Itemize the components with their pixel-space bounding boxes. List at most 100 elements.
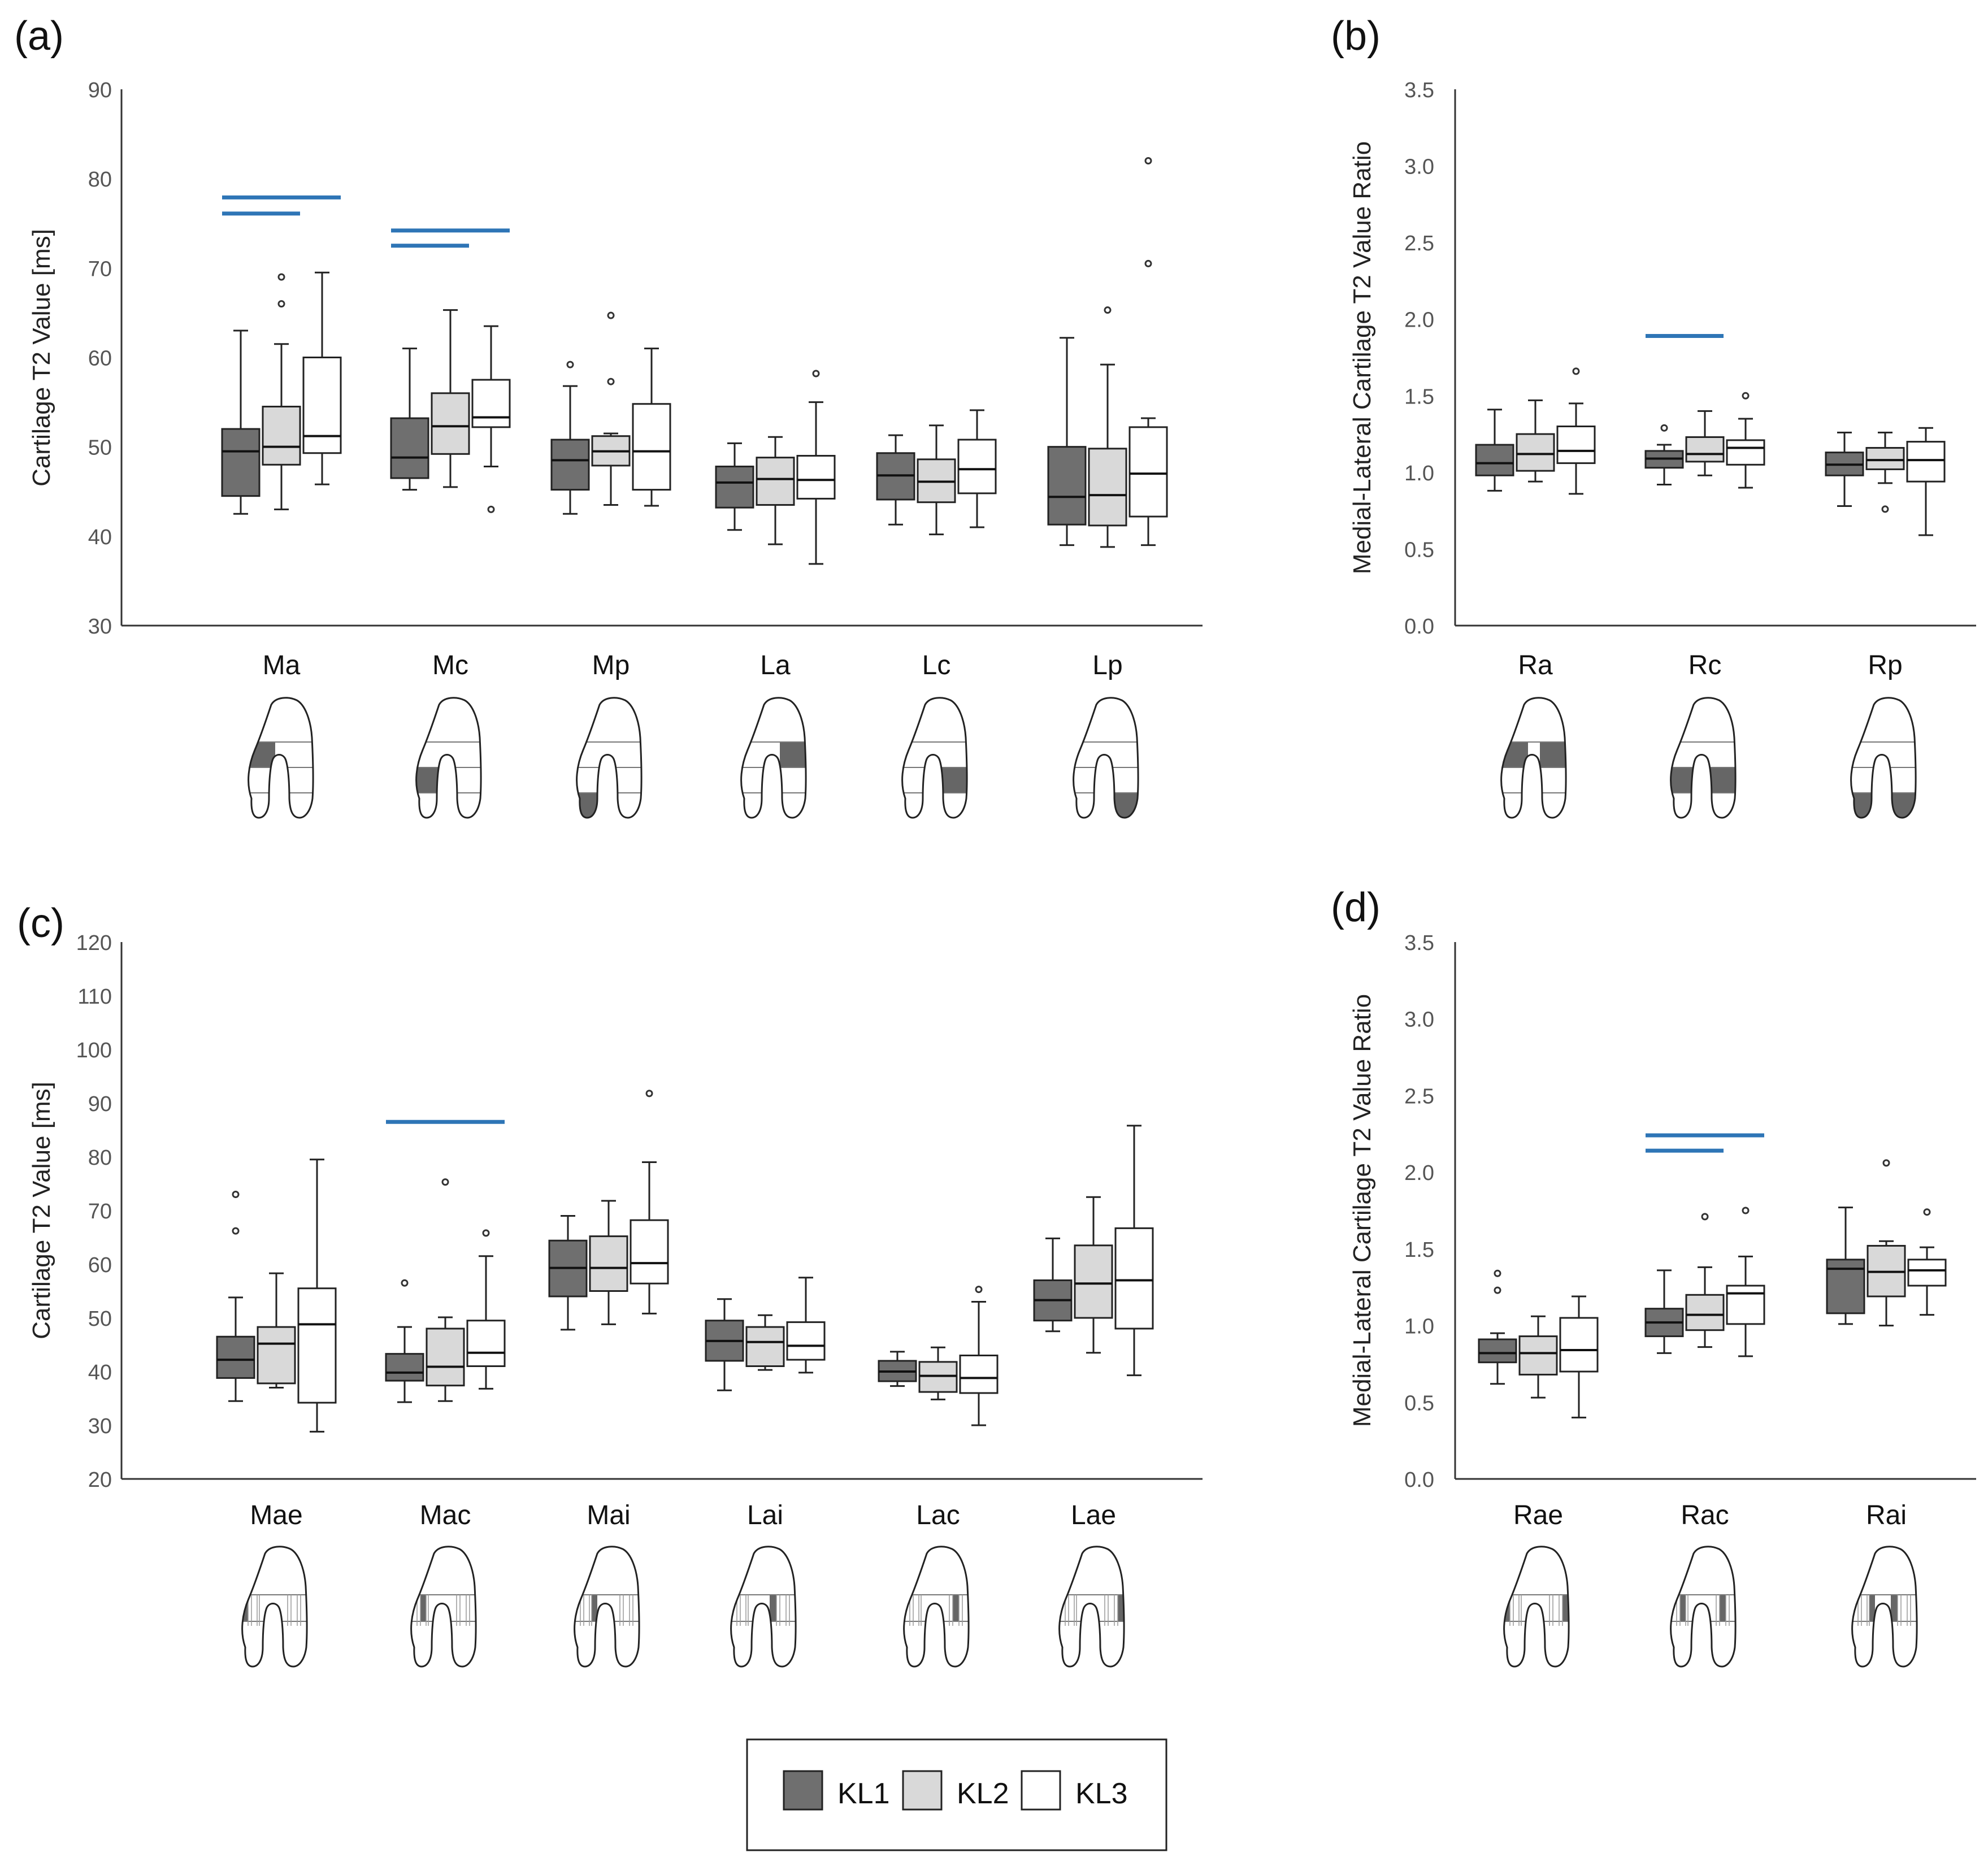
y-tick-label: 2.5 bbox=[1404, 232, 1434, 255]
box-Rae-kl2 bbox=[1518, 1315, 1558, 1399]
category-label: Mae bbox=[250, 1500, 302, 1530]
box-Rae-kl3 bbox=[1559, 1295, 1599, 1418]
outlier-point bbox=[401, 1279, 409, 1287]
box-Rae-kl1 bbox=[1478, 1269, 1517, 1385]
y-tick-label: 0.0 bbox=[1404, 1468, 1434, 1492]
outlier-point bbox=[441, 1178, 449, 1186]
knee-region-group bbox=[249, 741, 314, 793]
box-iqr bbox=[1685, 436, 1725, 463]
box-iqr bbox=[390, 417, 429, 479]
box-La-kl2 bbox=[756, 436, 795, 545]
box-Lp-kl3 bbox=[1128, 157, 1168, 546]
outlier-point bbox=[1104, 306, 1112, 314]
knee-diagram-2-1 bbox=[1500, 697, 1567, 819]
panel-label-c: (c) bbox=[17, 901, 64, 946]
outlier-point bbox=[232, 1227, 240, 1235]
box-Rai-kl3 bbox=[1907, 1208, 1947, 1316]
y-tick-label: 3.0 bbox=[1404, 1008, 1434, 1032]
knee-region-group bbox=[1501, 741, 1566, 793]
box-Mc-kl2 bbox=[431, 309, 470, 488]
knee-highlight-region bbox=[770, 1595, 776, 1621]
box-Rp-kl1 bbox=[1825, 431, 1864, 507]
knee-diagram-2-2 bbox=[1670, 697, 1737, 819]
outlier-point bbox=[1494, 1269, 1501, 1277]
knee-diagram-1-4 bbox=[740, 697, 807, 819]
chart-panel-1: 30 40 50 60 70 80 90 Cartilage T2 Value [ms] Ma M… bbox=[28, 79, 1203, 680]
box-Rai-kl2 bbox=[1867, 1159, 1906, 1327]
y-axis-label: Cartilage T2 Value [ms] bbox=[28, 1082, 55, 1339]
box-Mp-kl3 bbox=[632, 348, 671, 507]
chart-panel-2: 0.0 0.5 1.0 1.5 2.0 2.5 3.0 3.5 Medial-Lateral C… bbox=[1348, 79, 1976, 680]
knee-region-group bbox=[242, 1594, 307, 1626]
box-Mai-kl3 bbox=[630, 1090, 669, 1314]
y-tick-label: 60 bbox=[88, 1253, 112, 1277]
knee-region-group bbox=[577, 741, 642, 818]
y-tick-label: 30 bbox=[88, 615, 112, 639]
box-Mac-kl3 bbox=[466, 1229, 506, 1390]
box-Ma-kl3 bbox=[302, 271, 342, 485]
category-label: Lai bbox=[747, 1500, 783, 1530]
y-tick-label: 3.5 bbox=[1404, 79, 1434, 102]
box-iqr bbox=[630, 1219, 669, 1285]
outlier-point bbox=[607, 311, 615, 319]
box-Rc-kl3 bbox=[1726, 392, 1765, 489]
box-iqr bbox=[216, 1335, 255, 1379]
y-tick-label: 40 bbox=[88, 526, 112, 549]
box-Lac-kl3 bbox=[959, 1286, 999, 1426]
y-tick-label: 100 bbox=[76, 1039, 112, 1062]
outlier-point bbox=[1882, 1159, 1890, 1167]
y-tick-label: 90 bbox=[88, 1092, 112, 1116]
knee-highlight-region bbox=[1720, 1595, 1726, 1621]
knee-highlight-region bbox=[780, 742, 806, 767]
knee-outline bbox=[1670, 697, 1737, 819]
knee-highlight-region bbox=[1851, 793, 1878, 818]
legend-label-kl2: KL2 bbox=[957, 1777, 1009, 1810]
knee-region-group bbox=[1852, 1594, 1917, 1626]
y-axis-label: Cartilage T2 Value [ms] bbox=[28, 229, 55, 487]
outlier-point bbox=[1881, 505, 1889, 513]
knee-region-group bbox=[904, 1594, 969, 1626]
box-Mai-kl1 bbox=[548, 1215, 588, 1331]
knee-diagram-3-3 bbox=[574, 1546, 640, 1668]
panel-label-d: (d) bbox=[1331, 885, 1381, 930]
box-iqr bbox=[257, 1326, 296, 1385]
y-tick-label: 20 bbox=[88, 1468, 112, 1492]
box-Lp-kl1 bbox=[1047, 337, 1087, 546]
y-tick-label: 1.5 bbox=[1404, 385, 1434, 409]
panel-label-a: (a) bbox=[14, 14, 64, 59]
box-Lai-kl3 bbox=[786, 1277, 826, 1374]
y-tick-label: 110 bbox=[77, 985, 112, 1009]
box-iqr bbox=[756, 457, 795, 506]
box-iqr bbox=[1475, 444, 1514, 476]
legend-label-kl1: KL1 bbox=[837, 1777, 890, 1810]
box-iqr bbox=[297, 1287, 337, 1404]
category-label: Lae bbox=[1071, 1500, 1116, 1530]
box-iqr bbox=[1478, 1338, 1517, 1364]
knee-diagram-2-3 bbox=[1850, 697, 1917, 819]
box-Ra-kl2 bbox=[1516, 399, 1555, 483]
y-tick-label: 70 bbox=[88, 1200, 112, 1223]
box-Rac-kl1 bbox=[1644, 1269, 1684, 1354]
knee-diagram-4-3 bbox=[1851, 1546, 1918, 1668]
box-Mae-kl3 bbox=[297, 1159, 337, 1433]
outlier-point bbox=[277, 273, 285, 281]
knee-diagram-3-2 bbox=[410, 1546, 477, 1668]
category-label: Mp bbox=[592, 650, 630, 680]
knee-outline bbox=[415, 697, 482, 819]
y-tick-label: 1.0 bbox=[1404, 1315, 1434, 1339]
box-Lae-kl1 bbox=[1033, 1237, 1073, 1333]
outlier-point bbox=[482, 1229, 490, 1237]
outlier-point bbox=[645, 1090, 653, 1097]
box-Lae-kl2 bbox=[1074, 1196, 1113, 1354]
box-iqr bbox=[1088, 448, 1127, 527]
box-iqr bbox=[1826, 1259, 1865, 1314]
box-iqr bbox=[1128, 426, 1168, 518]
outlier-point bbox=[812, 370, 820, 378]
box-La-kl3 bbox=[796, 370, 836, 565]
y-tick-label: 50 bbox=[88, 436, 112, 460]
box-Ra-kl3 bbox=[1556, 367, 1596, 495]
category-label: Lp bbox=[1092, 650, 1122, 680]
box-La-kl1 bbox=[715, 442, 754, 531]
box-Mc-kl1 bbox=[390, 348, 429, 491]
